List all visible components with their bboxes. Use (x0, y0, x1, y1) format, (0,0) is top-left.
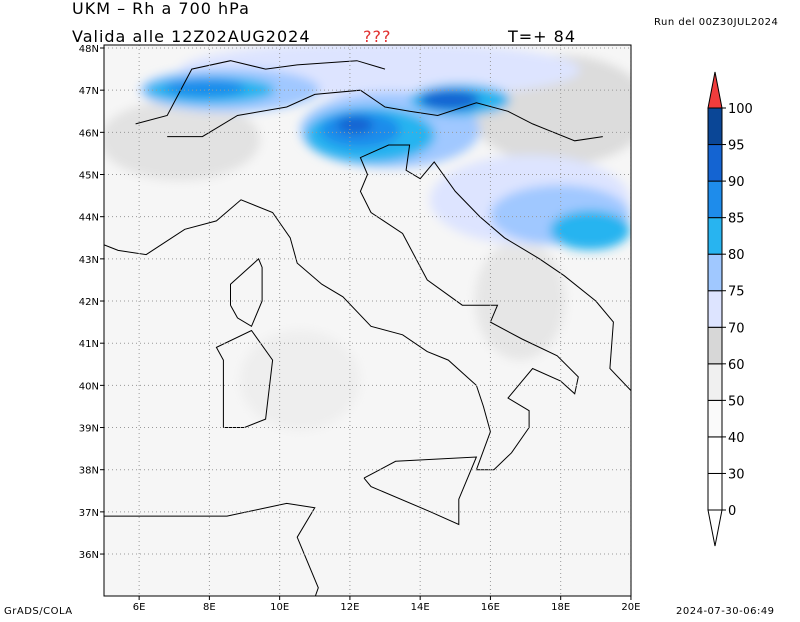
humidity-field (104, 45, 631, 430)
run-info: Run del 00Z30JUL2024 (654, 17, 778, 28)
lat-label: 43N (79, 255, 99, 266)
colorbar-label: 85 (728, 212, 745, 227)
coastlines (104, 60, 631, 596)
colorbar-box (707, 217, 723, 255)
lat-label: 39N (79, 424, 99, 435)
colorbar-label: 90 (728, 175, 745, 190)
lon-label: 10E (270, 602, 289, 613)
lat-label: 45N (79, 171, 99, 182)
colorbar-box (707, 290, 723, 328)
colorbar-high-triangle (707, 71, 723, 109)
valid-time: Valida alle 12Z02AUG2024 (72, 27, 311, 46)
colorbar-box (707, 144, 723, 182)
colorbar-label: 30 (728, 467, 745, 482)
flag: ??? (363, 27, 391, 46)
lon-label: 8E (203, 602, 216, 613)
lon-label: 16E (481, 602, 500, 613)
footer-left: GrADS/COLA (4, 606, 73, 617)
colorbar-box (707, 399, 723, 438)
colorbar-box (707, 253, 723, 292)
lon-label: 18E (551, 602, 570, 613)
colorbar-box (707, 180, 723, 219)
colorbar-label: 70 (728, 321, 745, 336)
colorbar: 0 30 40 50 60 70 75 80 85 90 95 100 (707, 71, 753, 547)
forecast-step: T=+ 84 (507, 27, 576, 46)
lon-label: 14E (411, 602, 430, 613)
colorbar-label: 100 (728, 102, 753, 117)
coastline (135, 60, 386, 125)
map-field (104, 45, 631, 596)
lat-label: 38N (79, 466, 99, 477)
colorbar-label: 60 (728, 358, 745, 373)
lat-label: 41N (79, 339, 99, 350)
coastline (104, 144, 631, 471)
colorbar-label: 40 (728, 431, 745, 446)
footer-right: 2024-07-30-06:49 (676, 606, 775, 617)
lat-label: 46N (79, 128, 99, 139)
lat-label: 36N (79, 550, 99, 561)
lat-label: 37N (79, 508, 99, 519)
coastline (104, 502, 319, 596)
colorbar-label: 75 (728, 285, 745, 300)
lon-label: 20E (621, 602, 640, 613)
colorbar-box (707, 436, 723, 474)
colorbar-label: 50 (728, 394, 745, 409)
colorbar-box (707, 107, 723, 146)
lat-label: 47N (79, 86, 99, 97)
coastline (215, 329, 274, 428)
colorbar-label: 95 (728, 139, 745, 154)
coastline (230, 258, 263, 328)
lat-label: 40N (79, 381, 99, 392)
colorbar-box (707, 472, 723, 511)
coastline (167, 89, 603, 142)
colorbar-label: 0 (728, 504, 736, 519)
lon-label: 6E (133, 602, 146, 613)
lat-label: 42N (79, 297, 99, 308)
lat-label: 48N (79, 44, 99, 55)
colorbar-box (707, 326, 723, 365)
map-frame (103, 44, 632, 597)
coastline (363, 456, 478, 526)
colorbar-label: 80 (728, 248, 745, 263)
lon-label: 12E (340, 602, 359, 613)
title: UKM – Rh a 700 hPa (72, 0, 250, 18)
colorbar-low-triangle (707, 509, 723, 547)
lat-label: 44N (79, 213, 99, 224)
colorbar-box (707, 363, 723, 401)
